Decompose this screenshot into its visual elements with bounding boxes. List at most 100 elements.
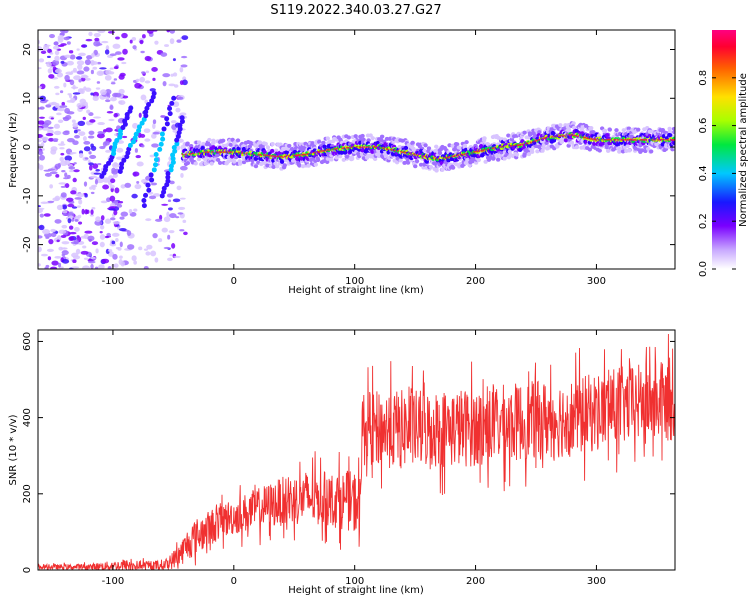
- spectral-noise-point: [69, 151, 77, 155]
- spectral-noise-point: [76, 193, 85, 198]
- spectral-noise-point: [145, 218, 152, 222]
- spectral-noise-point: [58, 229, 67, 234]
- spectral-noise-point: [169, 38, 175, 45]
- spectral-noise-point: [60, 43, 67, 46]
- spectral-noise-point: [127, 244, 135, 250]
- spectral-streak-point: [128, 105, 134, 111]
- spectral-halo-point: [499, 150, 504, 155]
- spectral-noise-point: [168, 83, 176, 87]
- spectral-noise-point: [47, 68, 53, 74]
- spectral-noise-point: [38, 120, 45, 125]
- spectral-noise-point: [105, 45, 110, 51]
- spectral-noise-point: [62, 30, 69, 34]
- spectral-noise-point: [154, 257, 159, 263]
- spectral-noise-point: [60, 60, 65, 64]
- spectral-noise-point: [38, 107, 43, 110]
- spectral-halo-point: [228, 142, 233, 147]
- spectral-noise-point: [55, 92, 60, 96]
- spectral-streak-point: [172, 148, 178, 154]
- spectral-noise-point: [45, 104, 52, 108]
- spectral-streak-point: [141, 197, 147, 203]
- spectral-noise-point: [89, 214, 95, 217]
- spectral-noise-point: [180, 172, 184, 178]
- spectral-noise-point: [88, 151, 92, 155]
- spectral-ridge-band: [322, 144, 327, 149]
- spectral-noise-point: [61, 101, 66, 106]
- spectral-noise-point: [70, 70, 78, 73]
- spectral-halo-point: [591, 130, 596, 135]
- spectral-noise-point: [114, 187, 120, 194]
- spectral-noise-point: [181, 55, 188, 59]
- spectral-noise-point: [179, 66, 184, 73]
- spectral-halo-point: [597, 148, 602, 153]
- spectral-noise-point: [107, 251, 115, 257]
- spectral-noise-point: [177, 96, 184, 100]
- spectral-noise-point: [172, 198, 181, 203]
- spectral-streak-point: [171, 95, 177, 101]
- spectral-noise-point: [58, 246, 64, 251]
- spectral-noise-point: [64, 74, 70, 81]
- spectral-halo-point: [621, 128, 627, 133]
- spectral-noise-point: [120, 211, 129, 217]
- spectral-halo-point: [306, 163, 311, 168]
- colorbar-label: Normalized spectral amplitude: [738, 73, 749, 227]
- spectral-noise-point: [96, 133, 105, 139]
- spectral-noise-point: [84, 230, 93, 234]
- spectral-noise-point: [83, 66, 90, 72]
- spectral-noise-point: [147, 30, 154, 34]
- spectral-noise-point: [59, 90, 64, 94]
- spectral-halo-point: [667, 129, 673, 134]
- spectral-noise-point: [95, 43, 103, 46]
- spectral-ridge-band: [253, 156, 259, 161]
- spectral-halo-point: [626, 126, 632, 131]
- spectral-noise-point: [134, 183, 142, 190]
- spectral-noise-point: [83, 181, 88, 187]
- spectral-noise-point: [96, 70, 105, 76]
- spectral-noise-point: [167, 234, 171, 240]
- spectral-halo-point: [360, 133, 365, 138]
- spectral-noise-point: [69, 79, 75, 86]
- spectral-streak-point: [177, 122, 183, 128]
- spectral-noise-point: [120, 184, 126, 189]
- spectral-halo-point: [232, 159, 237, 164]
- spectral-noise-point: [133, 260, 137, 265]
- spectral-noise-point: [49, 33, 55, 39]
- spectral-noise-point: [73, 162, 77, 165]
- spectrogram-y-ticks: -20 -10 0 10 20: [22, 43, 675, 253]
- spectral-noise-point: [117, 57, 125, 61]
- spectral-noise-point: [167, 207, 173, 211]
- spectral-noise-point: [76, 48, 80, 51]
- spectral-noise-point: [68, 50, 74, 54]
- spectral-noise-point: [108, 208, 116, 211]
- spectral-halo-point: [566, 127, 572, 132]
- spectral-noise-point: [119, 216, 125, 220]
- spectral-halo-point: [207, 137, 212, 142]
- spectral-noise-point: [114, 92, 122, 98]
- spectral-noise-point: [94, 37, 100, 42]
- spectral-halo-point: [366, 138, 371, 143]
- spectral-noise-point: [183, 231, 188, 236]
- spectral-halo-point: [465, 158, 470, 163]
- spectral-noise-point: [177, 212, 184, 215]
- snr-x-ticks: -100 0 100 200 300: [102, 330, 606, 587]
- spectral-noise-point: [64, 130, 70, 133]
- spectral-streak-point: [168, 167, 174, 173]
- spectral-noise-point: [82, 136, 87, 141]
- spectrogram-xtick-label: -100: [102, 276, 125, 287]
- spectral-noise-point: [107, 266, 112, 269]
- spectral-streak-point: [136, 124, 142, 130]
- spectral-noise-point: [153, 193, 161, 197]
- spectral-noise-point: [128, 208, 133, 214]
- spectral-noise-point: [131, 193, 138, 199]
- spectral-halo-point: [297, 163, 302, 168]
- spectral-noise-point: [113, 209, 118, 216]
- spectral-noise-point: [99, 230, 103, 234]
- spectral-halo-point: [574, 145, 580, 150]
- spectral-noise-point: [80, 250, 89, 255]
- spectral-ridge-band: [200, 146, 205, 151]
- spectral-noise-point: [78, 221, 83, 225]
- spectral-noise-point: [40, 141, 45, 148]
- spectral-halo-point: [648, 149, 654, 154]
